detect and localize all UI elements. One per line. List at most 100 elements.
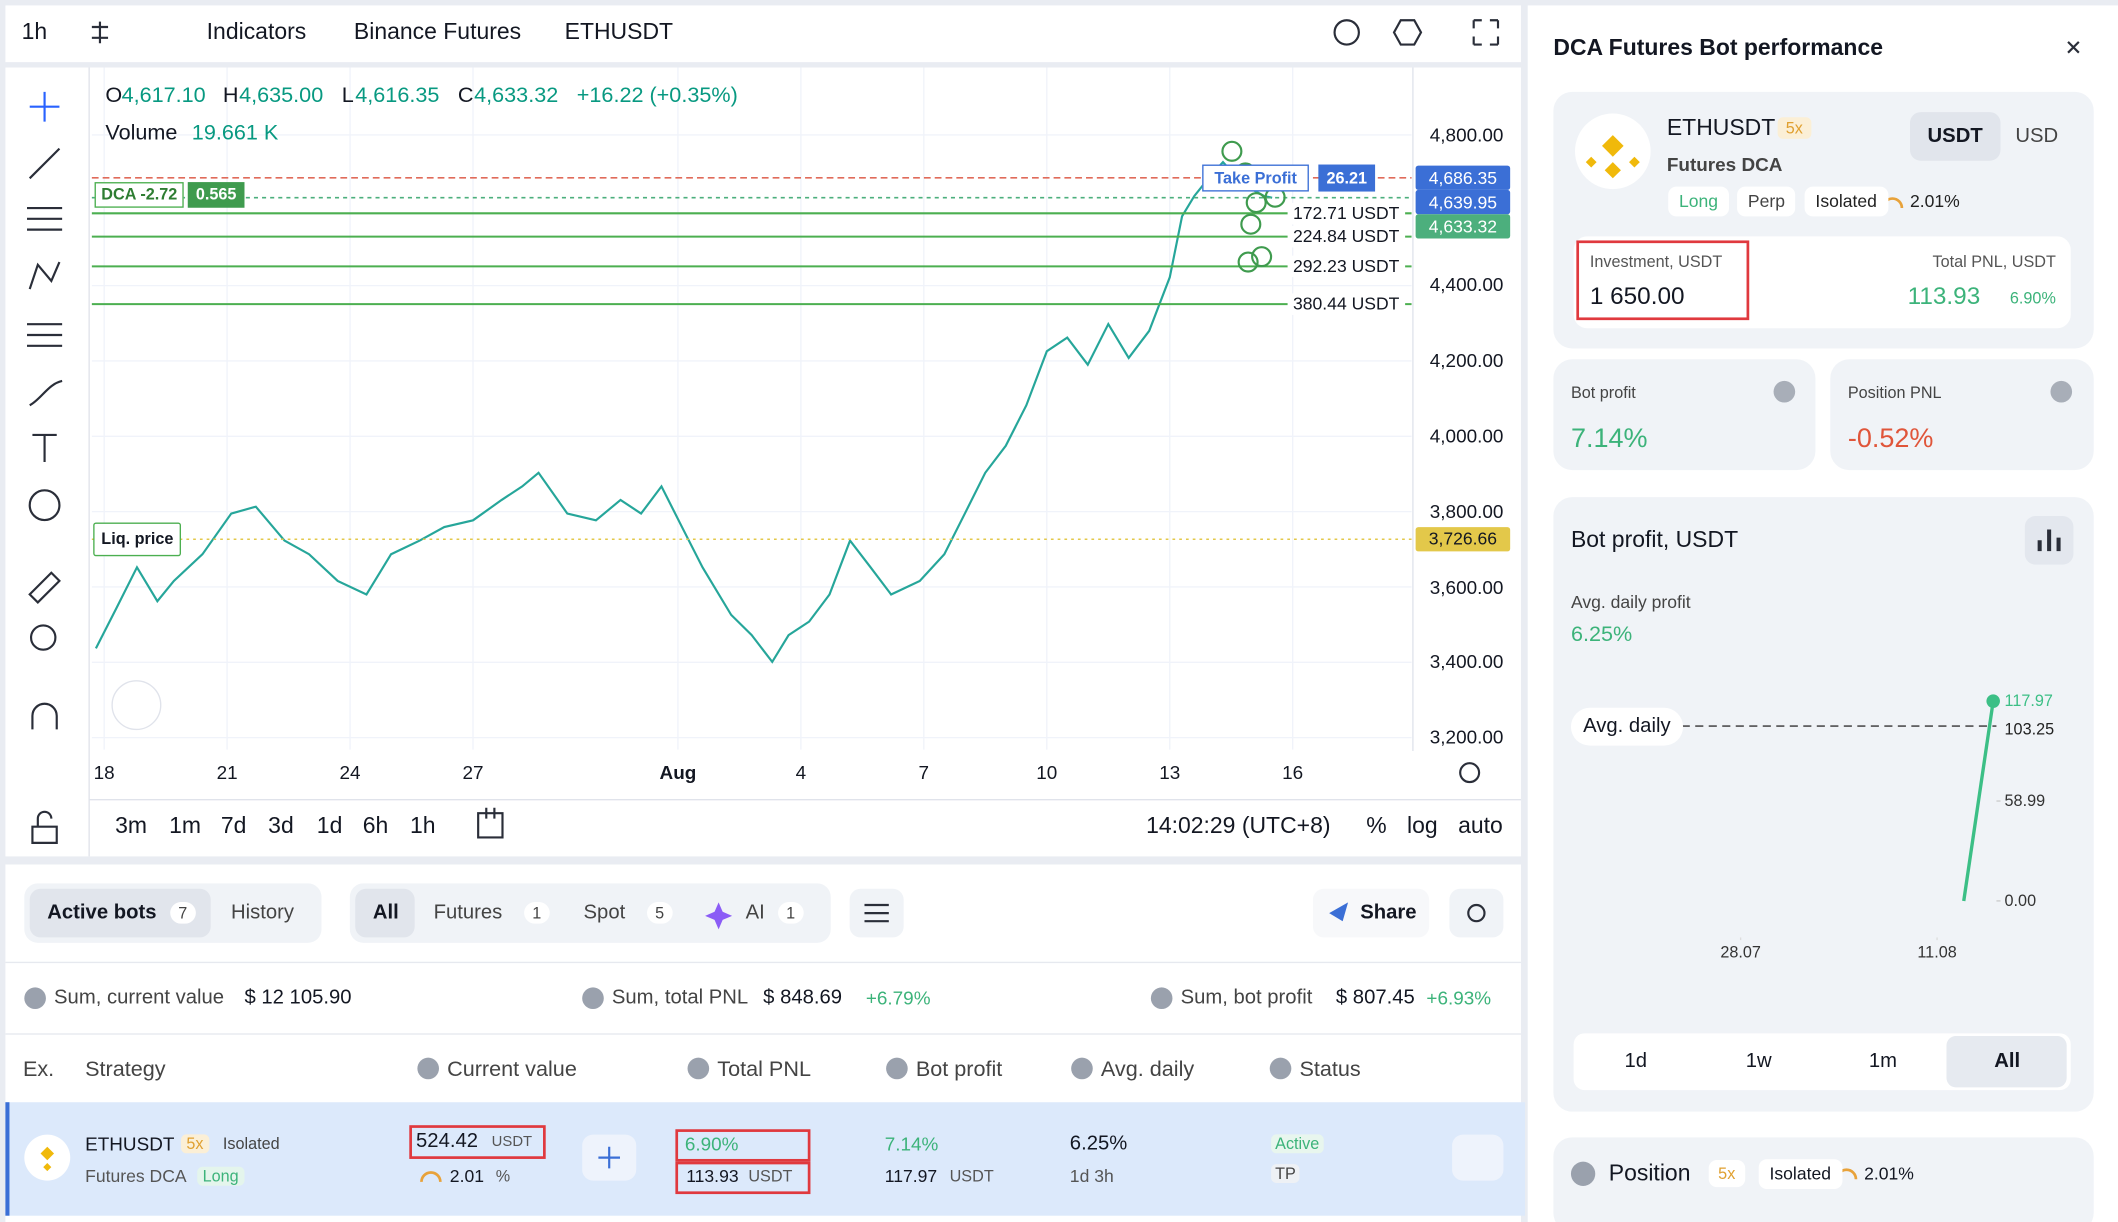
risk: 2.01 — [449, 1165, 484, 1187]
x-tick-label: Aug — [659, 761, 697, 783]
tab[interactable]: AI — [745, 900, 765, 924]
x-tick-label: 21 — [216, 761, 238, 783]
y-tick-label: 3,800.00 — [1429, 500, 1504, 522]
status-tag: TP — [1271, 1164, 1300, 1184]
tab[interactable]: Active bots — [47, 900, 157, 924]
ai-icon — [705, 902, 733, 930]
order-marker — [1251, 246, 1273, 268]
period-button[interactable]: 1d — [1624, 1049, 1648, 1073]
age: 1d 3h — [1069, 1165, 1114, 1187]
panel-title: DCA Futures Bot performance — [1553, 34, 1883, 61]
range-button[interactable]: 7d — [220, 812, 247, 839]
scale-button[interactable]: % — [1366, 812, 1387, 839]
tab[interactable]: Spot — [583, 900, 626, 924]
interval-button[interactable]: 1h — [21, 18, 48, 45]
exchange-label[interactable]: Binance Futures — [353, 18, 522, 45]
period-button[interactable]: 1m — [1868, 1049, 1898, 1073]
y-tick-label: 3,400.00 — [1429, 650, 1504, 673]
tab-count: 5 — [647, 902, 673, 925]
ohlc-l_v: 4,616.35 — [355, 84, 440, 108]
liq-label: Liq. price — [93, 522, 182, 556]
column-header[interactable]: Avg. daily — [1100, 1058, 1195, 1082]
summary-label: Sum, total PNL — [611, 986, 749, 1010]
range-button[interactable]: 6h — [362, 812, 389, 839]
summary-value: $ 12 105.90 — [244, 986, 352, 1010]
highlight — [675, 1129, 811, 1162]
scale-button[interactable]: auto — [1458, 812, 1503, 839]
range-button[interactable]: 3d — [268, 812, 294, 839]
ohlc-h: H — [222, 84, 239, 108]
bot-profit: 7.14% — [1570, 424, 1648, 454]
divider — [5, 961, 1521, 964]
info-icon — [24, 987, 46, 1010]
price-line — [94, 160, 1273, 664]
crosshair-icon — [29, 91, 60, 122]
column-header[interactable]: Status — [1299, 1058, 1361, 1082]
segment-active — [1946, 1036, 2067, 1088]
price-tag-bg — [1415, 527, 1511, 552]
position-pnl: -0.52% — [1847, 424, 1934, 454]
highlight — [409, 1125, 546, 1159]
scale-button[interactable]: log — [1407, 812, 1438, 839]
pnl: 113.93 — [1907, 282, 1981, 310]
period-button[interactable]: All — [1994, 1049, 2021, 1073]
forecast-icon — [27, 323, 63, 347]
indicators-button[interactable]: Indicators — [206, 18, 307, 45]
tab-active[interactable] — [355, 888, 415, 938]
symbol-label[interactable]: ETHUSDT — [564, 18, 674, 45]
info-icon — [582, 987, 604, 1010]
info-icon — [1570, 1161, 1596, 1186]
column-header[interactable]: Ex. — [22, 1058, 55, 1082]
share-label[interactable]: Share — [1360, 900, 1417, 924]
settings-button[interactable] — [1449, 888, 1504, 938]
period-button[interactable]: 1w — [1745, 1049, 1772, 1073]
info-icon — [2050, 380, 2073, 403]
margin: Isolated — [1804, 186, 1888, 216]
x-tick-label: 10 — [1036, 761, 1058, 783]
unit: USDT — [748, 1166, 793, 1186]
tab[interactable]: All — [372, 900, 399, 924]
range-button[interactable]: 3m — [115, 812, 147, 839]
column-header[interactable]: Bot profit — [915, 1058, 1003, 1082]
y-tick-label: 4,000.00 — [1429, 424, 1504, 447]
bot-profit: 117.97 — [884, 1165, 938, 1187]
icons — [27, 19, 2080, 1169]
summary-label: Sum, current value — [54, 986, 225, 1010]
info-icon — [687, 1057, 710, 1080]
y-tick-label: 0.00 — [2004, 891, 2037, 911]
dca-value: 0.565 — [187, 182, 245, 208]
range-button[interactable]: 1d — [316, 812, 343, 839]
profit-point — [1986, 694, 2000, 708]
price-tag: 3,726.66 — [1428, 528, 1498, 549]
trendline-icon — [28, 147, 61, 180]
price-tag: 4,639.95 — [1428, 191, 1498, 212]
table-row[interactable] — [5, 1102, 1526, 1216]
x-tick-label: 18 — [93, 761, 115, 783]
order-label: 380.44 USDT — [1287, 293, 1405, 315]
tab[interactable]: Futures — [433, 900, 503, 924]
info-icon — [1773, 380, 1796, 403]
column-header[interactable]: Total PNL — [717, 1058, 811, 1082]
summary-value: $ 807.45 — [1335, 986, 1415, 1010]
dca-label: DCA -2.72 — [94, 182, 185, 208]
bot-profit-label: Bot profit — [1570, 383, 1636, 403]
currency-button[interactable]: USDT — [1909, 112, 2001, 161]
currency-button[interactable]: USD — [2015, 124, 2059, 148]
order-label: 172.71 USDT — [1287, 202, 1405, 224]
highlight — [1576, 240, 1750, 321]
tab-group — [349, 883, 831, 943]
clock: 14:02:29 (UTC+8) — [1146, 812, 1331, 839]
candles-icon — [91, 21, 109, 44]
magnet-icon — [31, 702, 58, 730]
menu-button[interactable] — [1452, 1134, 1504, 1181]
range-button[interactable]: 1m — [169, 812, 202, 839]
tab[interactable]: History — [230, 900, 295, 924]
column-header[interactable]: Strategy — [85, 1058, 166, 1082]
range-button[interactable]: 1h — [410, 812, 436, 839]
column-header[interactable]: Current value — [447, 1058, 577, 1082]
x-tick-label: 4 — [795, 761, 807, 783]
y-tick-label: 4,200.00 — [1429, 349, 1504, 372]
